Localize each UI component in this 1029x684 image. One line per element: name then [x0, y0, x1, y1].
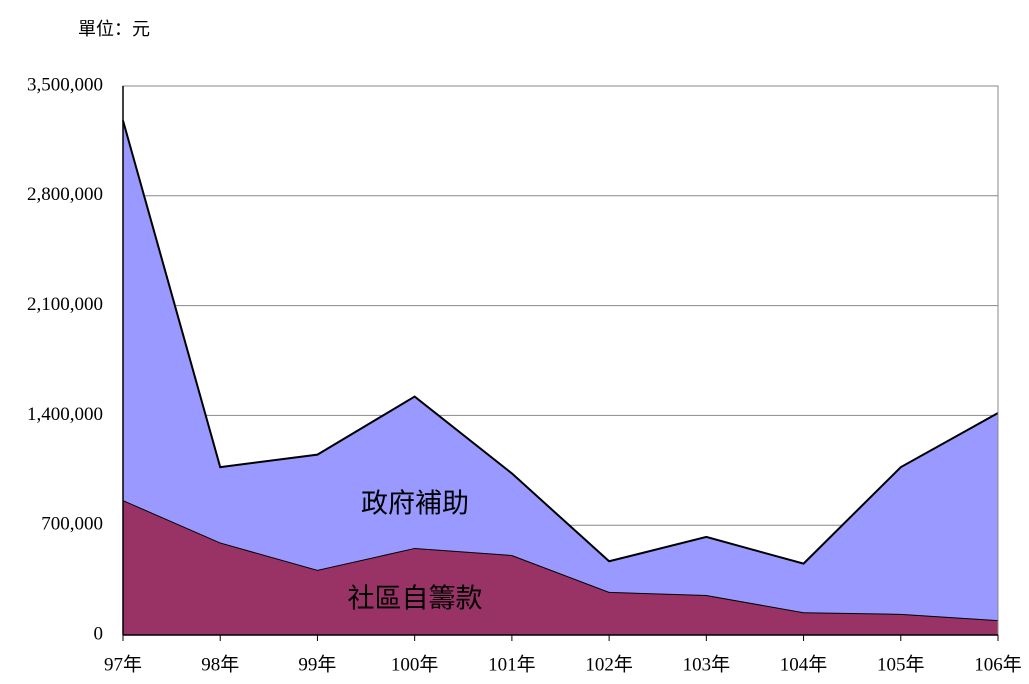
y-tick-label: 3,500,000	[27, 74, 103, 95]
y-tick-label: 2,100,000	[27, 294, 103, 315]
x-tick-label: 97年	[104, 653, 142, 675]
x-tick-label: 99年	[298, 653, 336, 675]
y-tick-label: 0	[94, 623, 104, 644]
y-tick-label: 2,800,000	[27, 184, 103, 205]
area-outline	[122, 120, 999, 565]
y-tick-label: 1,400,000	[27, 404, 103, 425]
x-tick-label: 101年	[488, 653, 536, 675]
x-tick-label: 104年	[780, 653, 828, 675]
x-tick-label: 100年	[391, 653, 439, 675]
series-label: 社區自籌款	[348, 584, 483, 615]
x-tick-label: 102年	[585, 653, 633, 675]
x-tick-label: 98年	[201, 653, 239, 675]
y-tick-label: 700,000	[41, 514, 103, 535]
x-tick-label: 106年	[974, 653, 1022, 675]
area	[123, 120, 998, 621]
x-tick-label: 105年	[877, 653, 925, 675]
series-label: 政府補助	[361, 489, 469, 520]
area	[123, 500, 998, 635]
x-tick-label: 103年	[683, 653, 731, 675]
unit-label: 單位：元	[78, 19, 150, 40]
